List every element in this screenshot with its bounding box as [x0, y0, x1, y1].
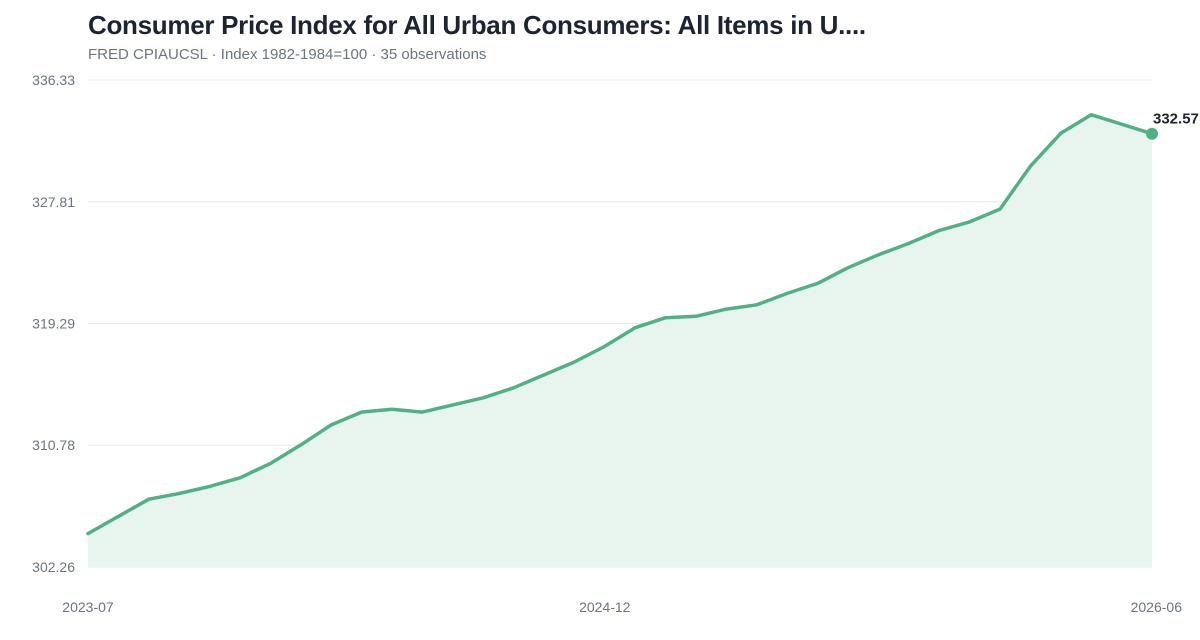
- last-value-marker: [1146, 127, 1158, 140]
- chart-title: Consumer Price Index for All Urban Consu…: [88, 10, 866, 40]
- x-tick-label: 2026-06: [1131, 599, 1183, 615]
- y-tick-label: 327.81: [32, 194, 75, 210]
- y-tick-label: 319.29: [32, 316, 75, 332]
- series-area: [88, 114, 1152, 567]
- y-tick-label: 336.33: [32, 72, 75, 88]
- series-line: [86, 112, 1154, 536]
- y-tick-label: 310.78: [32, 437, 75, 453]
- last-value-label: 332.57: [1153, 111, 1199, 128]
- y-tick-label: 302.26: [32, 559, 75, 575]
- y-axis-ticks: 302.26 310.78 319.29 327.81 336.33: [32, 72, 75, 575]
- x-tick-label: 2023-07: [62, 599, 114, 615]
- x-axis-ticks: 2023-07 2024-12 2026-06: [62, 599, 1182, 615]
- chart-subtitle: FRED CPIAUCSL · Index 1982-1984=100 · 35…: [88, 46, 487, 63]
- x-tick-label: 2024-12: [579, 599, 631, 615]
